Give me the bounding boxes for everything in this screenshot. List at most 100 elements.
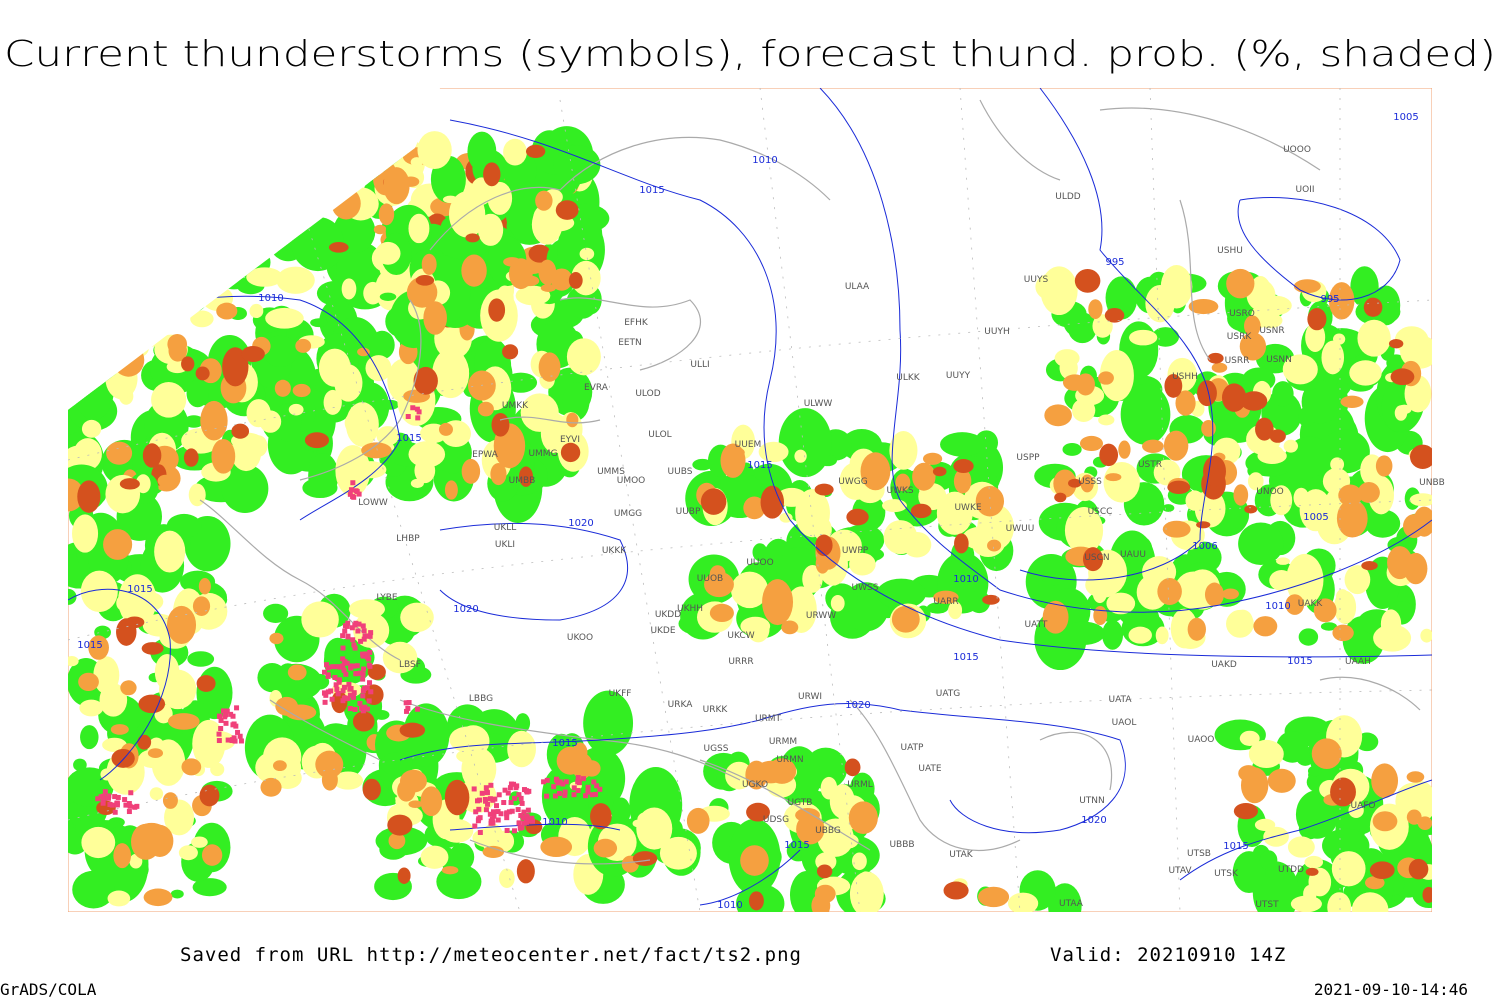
shade-cell	[417, 131, 452, 170]
shade-cell	[583, 690, 634, 756]
shade-cell	[1350, 266, 1379, 308]
storm-symbol	[321, 690, 327, 696]
source-url: Saved from URL http://meteocenter.net/fa…	[180, 944, 802, 966]
storm-symbol	[231, 721, 237, 727]
shade-cell	[953, 468, 972, 494]
shade-cell	[190, 310, 214, 328]
shade-cell	[68, 229, 106, 275]
storm-symbol	[322, 699, 328, 705]
storm-symbol	[367, 633, 373, 639]
shade-cell	[1035, 273, 1065, 301]
valid-time: Valid: 20210910 14Z	[1050, 944, 1286, 966]
storm-symbol	[115, 794, 121, 800]
shade-cell	[848, 801, 878, 835]
station-label: UTSB	[1187, 849, 1211, 859]
shade-cell	[361, 442, 392, 459]
shade-cell	[1128, 626, 1152, 644]
shade-cell	[1397, 404, 1412, 415]
shade-cell	[1340, 395, 1364, 408]
shade-cell	[334, 364, 363, 402]
shade-cell	[135, 474, 151, 494]
shade-cell	[143, 888, 173, 907]
storm-symbol	[511, 781, 517, 787]
shade-cell	[858, 871, 873, 891]
shade-cell	[1221, 383, 1247, 412]
storm-symbol	[575, 775, 581, 781]
shade-cell	[779, 512, 793, 523]
shade-cell	[399, 722, 426, 738]
shade-cell	[1269, 429, 1286, 443]
shade-cell	[97, 247, 125, 286]
station-label: UTAV	[1168, 866, 1192, 876]
shade-cell	[1348, 802, 1364, 819]
shade-cell	[1307, 307, 1327, 331]
storm-symbol	[112, 794, 118, 800]
storm-symbol	[359, 706, 365, 712]
shade-cell	[781, 620, 799, 635]
shade-cell	[187, 651, 215, 667]
isobar-label: 995	[1105, 257, 1124, 268]
shade-cell	[119, 478, 140, 490]
shade-cell	[231, 423, 250, 439]
storm-symbol	[504, 815, 510, 821]
shade-cell	[1175, 390, 1196, 416]
storm-symbol	[474, 798, 480, 804]
storm-symbol	[340, 633, 346, 639]
shade-cell	[833, 833, 859, 849]
shade-cell	[700, 488, 727, 515]
storm-symbol	[562, 789, 568, 795]
shade-cell	[136, 591, 164, 612]
shade-cell	[1062, 443, 1082, 456]
shade-cell	[762, 579, 794, 626]
shade-cell	[1188, 298, 1219, 315]
shade-cell	[295, 338, 312, 353]
shade-cell	[461, 747, 497, 791]
storm-symbol	[475, 818, 481, 824]
shade-cell	[420, 786, 443, 817]
station-label: URKA	[668, 700, 694, 710]
station-label: USRO	[1229, 309, 1255, 319]
shade-cell	[185, 292, 206, 312]
storm-symbol	[329, 696, 335, 702]
shade-cell	[88, 139, 106, 163]
station-label: UMGG	[614, 509, 642, 519]
shade-cell	[502, 344, 519, 360]
shade-cell	[363, 281, 383, 305]
shade-cell	[230, 433, 262, 472]
shade-cell	[1238, 522, 1284, 566]
station-label: UATA	[1108, 695, 1132, 705]
storm-symbol	[541, 779, 547, 785]
station-label: LYBE	[376, 593, 397, 603]
shade-cell	[107, 161, 125, 179]
storm-symbol	[592, 791, 598, 797]
station-label: USPP	[1016, 453, 1040, 463]
shade-cell	[102, 737, 127, 753]
isobar-label: 1015	[552, 738, 577, 749]
shade-cell	[413, 366, 438, 395]
shade-cell	[72, 870, 115, 909]
isobar-label: 1010	[258, 293, 283, 304]
storm-symbol	[346, 681, 352, 687]
shade-cell	[201, 844, 223, 866]
shade-cell	[566, 338, 601, 376]
shade-cell	[1298, 628, 1319, 646]
shade-cell	[114, 152, 129, 168]
shade-cell	[335, 445, 371, 497]
shade-cell	[174, 208, 198, 234]
shade-cell	[80, 725, 99, 750]
shade-cell	[535, 190, 553, 211]
shade-cell	[503, 257, 521, 267]
station-label: EYVI	[560, 435, 580, 445]
storm-symbol	[225, 737, 231, 743]
shade-cell	[1357, 319, 1391, 357]
shade-cell	[269, 632, 284, 645]
shade-cell	[200, 400, 228, 441]
shade-cell	[898, 438, 911, 450]
storm-symbol	[351, 494, 357, 500]
shade-cell	[199, 259, 215, 276]
shade-cell	[354, 144, 368, 158]
shade-cell	[116, 618, 137, 646]
shade-cell	[166, 292, 185, 305]
shade-cell	[68, 588, 77, 605]
shade-cell	[333, 771, 364, 790]
